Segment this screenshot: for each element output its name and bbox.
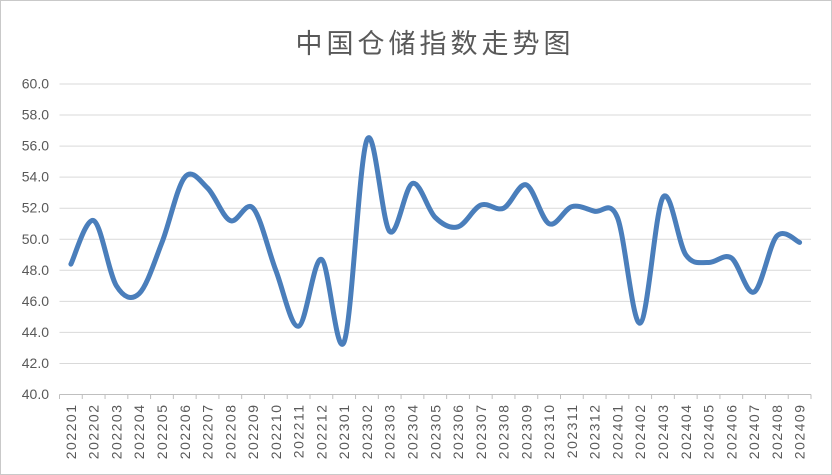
x-tick-label: 202401 [609, 404, 625, 460]
x-tick-label: 202203 [108, 404, 124, 460]
x-tick-label: 202301 [336, 404, 352, 460]
y-tick-label: 56.0 [22, 138, 49, 154]
x-tick-label: 202306 [450, 403, 466, 459]
x-tick-label: 202207 [200, 404, 216, 460]
x-tick-label: 202402 [632, 404, 648, 460]
x-tick-label: 202312 [587, 404, 603, 460]
x-tick-label: 202406 [723, 404, 739, 460]
y-tick-label: 46.0 [22, 293, 49, 309]
x-tick-label: 202409 [792, 404, 808, 460]
x-tick-label: 202302 [359, 404, 375, 460]
gridlines [59, 83, 811, 364]
x-tick-label: 202407 [746, 404, 762, 460]
x-tick-label: 202408 [769, 404, 785, 460]
series-line [68, 135, 803, 347]
x-axis-labels: 202201 202202 202203 202204 202205 202206 2022… [63, 403, 808, 459]
y-tick-label: 54.0 [22, 169, 49, 185]
y-tick-label: 50.0 [22, 231, 49, 247]
y-tick-label: 44.0 [22, 324, 49, 340]
x-tick-label: 202308 [496, 404, 512, 460]
x-tick-label: 202305 [427, 404, 443, 460]
y-tick-label: 48.0 [22, 262, 49, 278]
x-tick-label: 202309 [518, 404, 534, 460]
x-tick-label: 202303 [382, 404, 398, 460]
x-tick-label: 202209 [245, 404, 261, 460]
y-tick-label: 60.0 [22, 76, 49, 92]
x-axis [59, 394, 812, 399]
x-tick-label: 202202 [86, 404, 102, 460]
x-tick-label: 202311 [564, 404, 580, 459]
x-tick-label: 202201 [63, 404, 79, 460]
y-tick-label: 58.0 [22, 107, 49, 123]
x-tick-label: 202208 [222, 404, 238, 460]
y-tick-label: 52.0 [22, 200, 49, 216]
x-tick-label: 202211 [291, 404, 307, 459]
y-axis-labels: 60.0 58.0 56.0 54.0 52.0 50.0 48.0 46.0 44.0 42.0… [22, 76, 49, 403]
x-tick-label: 202304 [404, 404, 420, 460]
x-tick-label: 202204 [131, 404, 147, 460]
x-tick-label: 202403 [655, 404, 671, 460]
x-tick-label: 202205 [154, 404, 170, 460]
x-tick-label: 202210 [268, 404, 284, 460]
x-tick-label: 202404 [678, 404, 694, 460]
y-tick-label: 42.0 [22, 355, 49, 371]
series [68, 135, 803, 347]
chart-title: 中国仓储指数走势图 [295, 29, 575, 59]
x-tick-label: 202405 [701, 404, 717, 460]
x-tick-label: 202307 [473, 403, 489, 459]
x-tick-label: 202206 [177, 404, 193, 460]
y-tick-label: 40.0 [22, 386, 49, 402]
x-tick-label: 202212 [313, 404, 329, 460]
x-tick-label: 202310 [541, 404, 557, 460]
